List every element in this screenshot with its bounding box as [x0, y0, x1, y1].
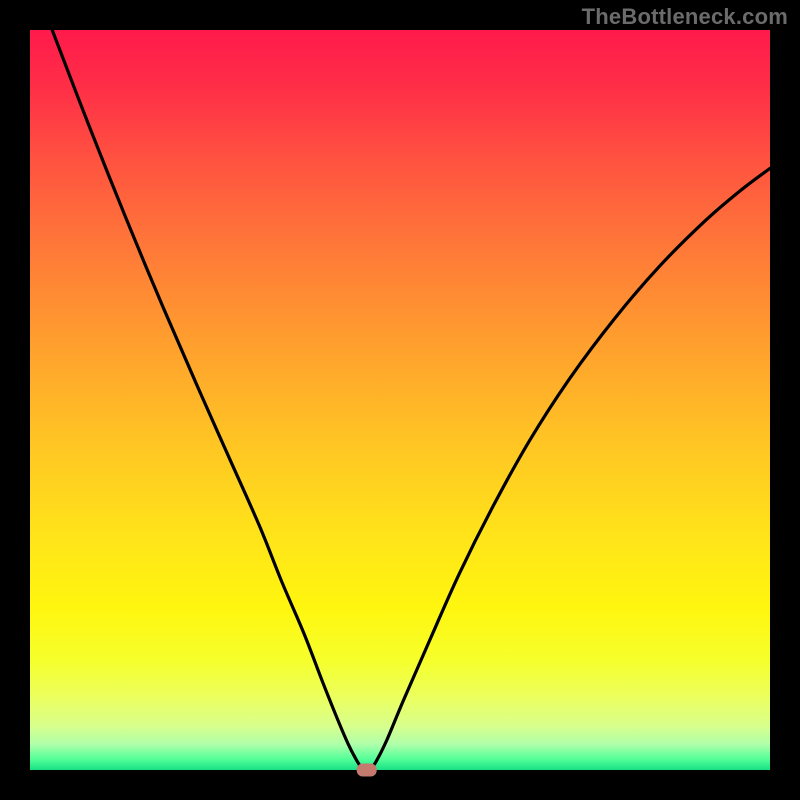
optimum-marker: [357, 764, 377, 777]
plot-background: [30, 30, 770, 770]
bottleneck-chart: [0, 0, 800, 800]
chart-container: { "watermark": { "text": "TheBottleneck.…: [0, 0, 800, 800]
